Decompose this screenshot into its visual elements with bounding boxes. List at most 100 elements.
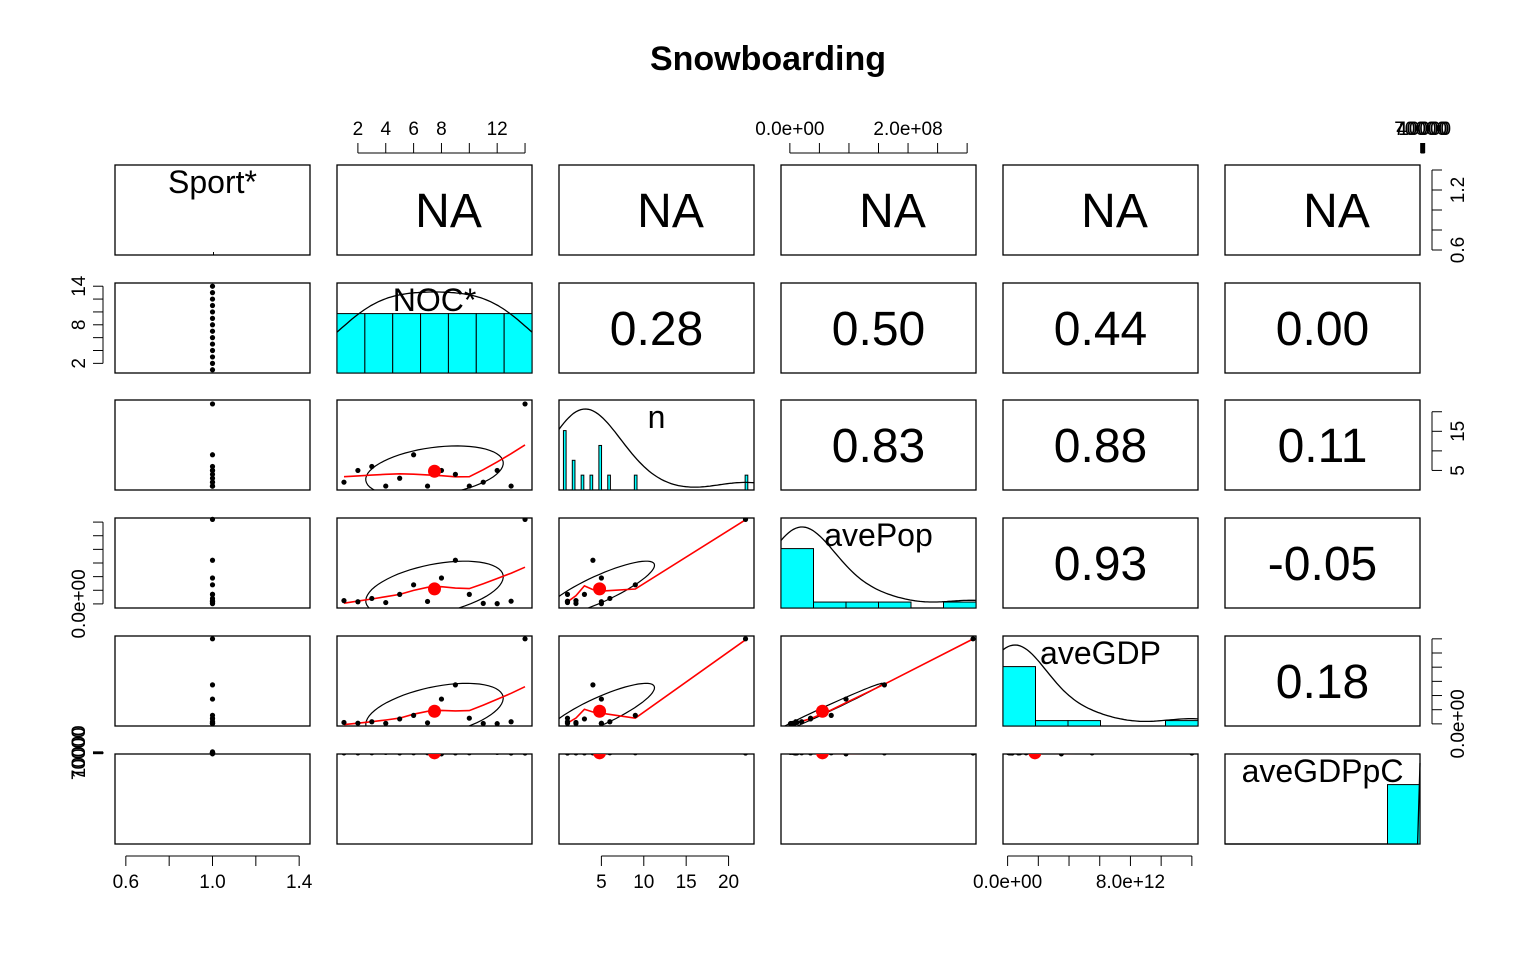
data-point-r5-c4-5 — [1023, 754, 1029, 756]
data-point-r3-c1-6 — [424, 598, 431, 605]
data-point-r3-c1-2 — [369, 595, 375, 602]
data-point-r2-c0-2 — [209, 463, 216, 470]
data-point-r1-c0-6 — [209, 328, 216, 334]
panel-frame-r2-c5 — [1224, 399, 1421, 491]
data-point-r4-c0-7 — [209, 696, 216, 702]
density-curve-d3 — [780, 526, 977, 603]
correlation-value-r1-c2: 0.28 — [610, 303, 703, 356]
data-point-r4-c1-11 — [494, 721, 500, 726]
tick-label-bottom-c2-3: 20 — [718, 872, 739, 893]
data-point-r2-c1-3 — [383, 483, 389, 489]
data-point-r4-c2-13 — [742, 636, 749, 642]
tick-label-bottom-c0-2: 1.0 — [199, 872, 225, 893]
data-point-r4-c1-5 — [411, 712, 417, 718]
data-point-r5-c0-13 — [209, 750, 216, 756]
mean-point-r4-c2 — [593, 704, 607, 718]
data-point-r3-c1-0 — [341, 598, 347, 604]
data-point-r2-c1-10 — [480, 479, 486, 485]
histogram-bar-d1-6 — [503, 313, 533, 374]
data-point-r3-c1-4 — [397, 591, 403, 597]
data-point-r4-c1-6 — [424, 720, 431, 726]
panel-content-r5-c4 — [974, 752, 1195, 760]
density-curve-d1 — [336, 291, 533, 333]
data-point-r1-c0-13 — [209, 283, 216, 289]
data-point-r2-c1-6 — [424, 483, 431, 489]
tick-label-top-c1-1: 4 — [380, 119, 391, 140]
tick-label-left-r1-6: 14 — [69, 275, 90, 297]
data-point-r2-c1-9 — [466, 483, 472, 489]
data-point-r3-c1-7 — [438, 575, 445, 581]
ellipse-r2-c1 — [365, 445, 504, 490]
histogram-bar-d1-2 — [392, 313, 422, 374]
panel-frame-r5-c3 — [780, 753, 977, 845]
data-point-r5-c2-0 — [573, 754, 579, 756]
panel-frame-r5-c0 — [114, 753, 311, 845]
data-point-r3-c0-13 — [209, 516, 216, 522]
data-point-r4-c1-1 — [355, 720, 361, 726]
panel-frame-r3-c1 — [336, 517, 533, 609]
panel-frame-r2-c2 — [558, 399, 755, 491]
data-point-r3-c1-13 — [522, 518, 528, 522]
data-point-r3-c2-8 — [590, 557, 596, 563]
panel-content-r4-c1 — [341, 636, 528, 726]
mean-point-r5-c3 — [816, 754, 829, 760]
tick-label-bottom-c2-0: 5 — [596, 872, 607, 893]
data-point-r4-c1-2 — [369, 719, 375, 725]
data-point-r2-c0-5 — [209, 452, 216, 458]
data-point-r1-c0-8 — [209, 315, 216, 321]
data-point-r5-c1-13 — [522, 754, 528, 756]
data-point-r5-c1-1 — [355, 754, 361, 756]
data-point-r4-c0-12 — [209, 719, 216, 725]
data-point-r4-c1-13 — [522, 636, 528, 642]
panel-frame-r5-c4 — [1002, 753, 1199, 845]
data-point-r5-c1-12 — [508, 754, 514, 756]
tick-label-left-r5-6: 70000 — [69, 727, 90, 780]
histogram-bar-d4-0 — [1002, 666, 1036, 727]
correlation-value-r0-c5: NA — [1303, 185, 1370, 238]
panel-content-r3-c2 — [559, 518, 749, 608]
tick-label-bottom-c0-4: 1.4 — [286, 872, 313, 893]
data-point-r1-c0-1 — [209, 360, 216, 366]
histogram-bar-d1-3 — [420, 313, 449, 374]
panel-frame-r3-c4 — [1002, 517, 1199, 609]
tick-label-right-r0-3: 1.2 — [1448, 177, 1469, 203]
panel-content-r5-c2 — [565, 754, 748, 760]
density-curve-d5 — [1225, 762, 1421, 845]
tick-label-top-c5-3: 40000 — [1396, 119, 1449, 140]
histogram-bar-d5-5 — [1387, 784, 1421, 845]
correlation-value-r2-c5: 0.11 — [1278, 420, 1368, 473]
tick-label-top-c1-2: 6 — [408, 119, 419, 140]
histogram-bar-d3-5 — [943, 601, 977, 609]
variable-name-d4: aveGDP — [1040, 635, 1161, 671]
data-point-r5-c1-0 — [341, 754, 347, 756]
panels-layer: Sport* NOC* n avePop aveGDP aveGDPpC NA NA NA NA N… — [69, 119, 1469, 893]
panel-frame-r4-c0 — [114, 635, 311, 727]
data-point-r4-c2-8 — [590, 682, 596, 688]
data-point-r5-c4-11 — [1005, 754, 1011, 756]
data-point-r5-c4-12 — [1009, 754, 1015, 756]
data-point-r1-c0-3 — [209, 347, 216, 354]
data-point-r1-c0-7 — [209, 322, 216, 328]
histogram-bar-d2-7 — [589, 474, 594, 491]
tick-label-left-r1-0: 2 — [69, 358, 90, 369]
data-point-r4-c3-5 — [828, 712, 834, 718]
data-point-r5-c1-8 — [453, 754, 458, 756]
panel-frame-r0-c5 — [1224, 164, 1421, 256]
data-point-r2-c0-4 — [209, 475, 216, 481]
tick-label-left-r5-0: 10000 — [69, 725, 90, 778]
data-point-r2-c1-13 — [522, 401, 528, 407]
correlation-value-r0-c4: NA — [1081, 185, 1148, 238]
correlation-value-r1-c4: 0.44 — [1054, 303, 1147, 356]
data-point-r3-c1-12 — [508, 598, 514, 604]
data-point-r5-c2-13 — [743, 754, 748, 756]
mean-point-r5-c1 — [428, 754, 441, 760]
panel-frame-r0-c4 — [1002, 164, 1199, 256]
data-point-r5-c2-12 — [565, 754, 570, 756]
data-point-r4-c1-3 — [383, 720, 389, 726]
ellipse-r5-c4 — [974, 752, 1095, 753]
panel-frame-r0-c0 — [114, 164, 311, 256]
lowess-line-r5-c3 — [831, 754, 866, 755]
data-point-r2-c1-1 — [355, 467, 361, 474]
histogram-bar-d1-0 — [336, 313, 366, 374]
